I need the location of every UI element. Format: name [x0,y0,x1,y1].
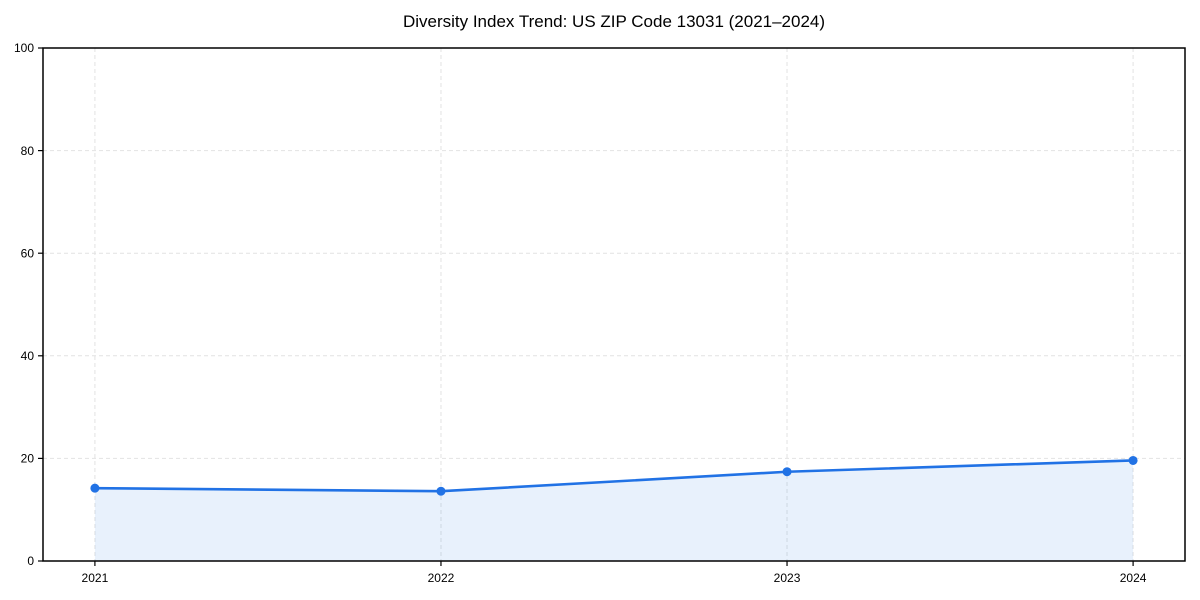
trend-line [93,459,1135,493]
x-tick-label: 2022 [428,571,455,585]
x-tick-label: 2021 [82,571,109,585]
y-tick-label: 60 [21,246,35,260]
x-tick-label: 2024 [1120,571,1147,585]
data-point [1128,455,1138,465]
axes-spines [42,47,1186,562]
data-point [782,467,792,477]
y-tick-label: 0 [27,554,34,568]
y-tick-label: 80 [21,144,35,158]
y-tick-label: 100 [14,41,34,55]
y-tick-label: 20 [21,452,35,466]
x-tick-label: 2023 [774,571,801,585]
data-point [436,486,446,496]
area-fill [94,460,1134,561]
chart-title: Diversity Index Trend: US ZIP Code 13031… [402,12,826,31]
y-tick-label: 40 [21,349,35,363]
data-point [90,483,100,493]
